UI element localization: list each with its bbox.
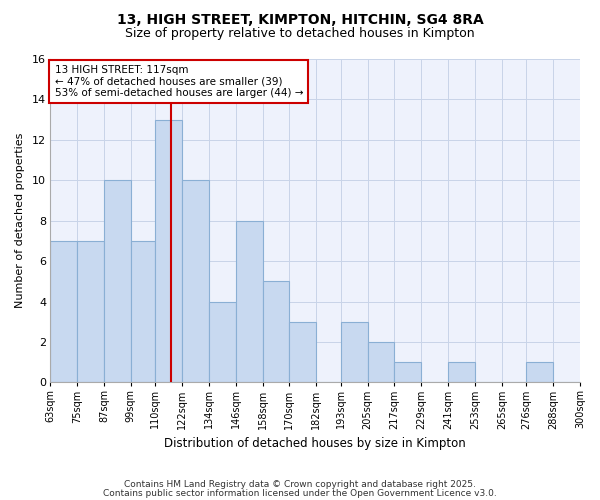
Bar xyxy=(368,342,394,382)
Bar xyxy=(394,362,421,382)
X-axis label: Distribution of detached houses by size in Kimpton: Distribution of detached houses by size … xyxy=(164,437,466,450)
Bar xyxy=(263,282,289,382)
Text: 13, HIGH STREET, KIMPTON, HITCHIN, SG4 8RA: 13, HIGH STREET, KIMPTON, HITCHIN, SG4 8… xyxy=(116,12,484,26)
Bar xyxy=(104,180,131,382)
Bar xyxy=(209,302,236,382)
Y-axis label: Number of detached properties: Number of detached properties xyxy=(15,133,25,308)
Text: Size of property relative to detached houses in Kimpton: Size of property relative to detached ho… xyxy=(125,28,475,40)
Bar xyxy=(448,362,475,382)
Bar xyxy=(526,362,553,382)
Bar xyxy=(131,241,155,382)
Text: Contains HM Land Registry data © Crown copyright and database right 2025.: Contains HM Land Registry data © Crown c… xyxy=(124,480,476,489)
Bar xyxy=(289,322,316,382)
Bar xyxy=(182,180,209,382)
Bar xyxy=(50,241,77,382)
Bar xyxy=(155,120,182,382)
Bar xyxy=(341,322,368,382)
Bar xyxy=(236,220,263,382)
Text: 13 HIGH STREET: 117sqm
← 47% of detached houses are smaller (39)
53% of semi-det: 13 HIGH STREET: 117sqm ← 47% of detached… xyxy=(55,65,303,98)
Text: Contains public sector information licensed under the Open Government Licence v3: Contains public sector information licen… xyxy=(103,489,497,498)
Bar xyxy=(77,241,104,382)
